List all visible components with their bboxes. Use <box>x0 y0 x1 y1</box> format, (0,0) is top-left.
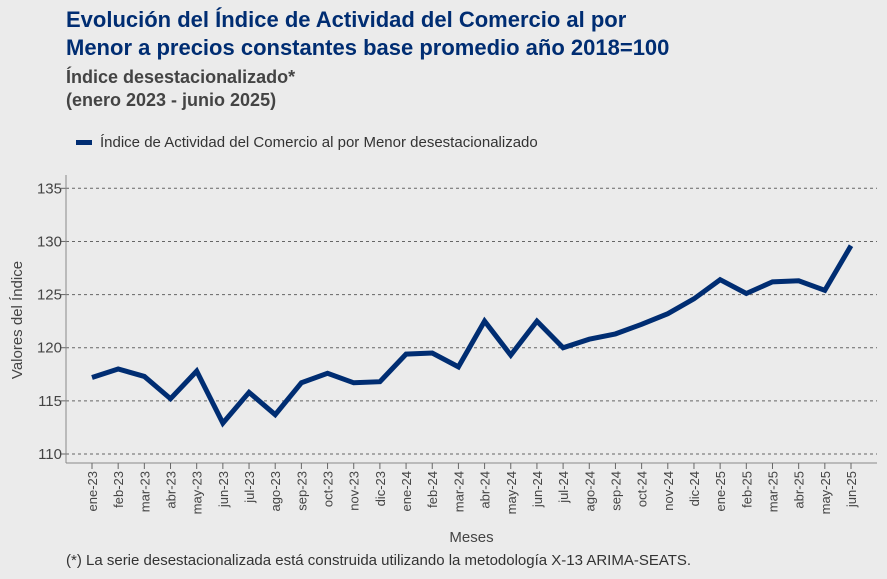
chart-title: Evolución del Índice de Actividad del Co… <box>66 6 669 62</box>
title-line-1: Evolución del Índice de Actividad del Co… <box>66 7 627 32</box>
x-tick-label: ago-23 <box>268 471 283 511</box>
x-tick-label: feb-23 <box>111 471 126 508</box>
y-axis-label: Valores del Índice <box>9 261 26 379</box>
x-tick-label: ene-23 <box>85 471 100 511</box>
y-tick-label: 110 <box>38 446 62 463</box>
x-tick-label: abr-23 <box>164 471 179 509</box>
x-tick-label: sep-23 <box>294 471 309 511</box>
subtitle-line-2: (enero 2023 - junio 2025) <box>66 90 277 110</box>
x-tick-label: may-25 <box>818 471 833 514</box>
subtitle-line-1: Índice desestacionalizado* <box>66 67 296 87</box>
x-tick-label: dic-23 <box>373 471 388 506</box>
x-tick-label: abr-25 <box>792 471 807 509</box>
x-tick-label: mar-25 <box>765 471 780 512</box>
x-tick-label: may-23 <box>190 471 205 514</box>
y-tick-label: 115 <box>38 393 62 410</box>
x-tick-label: feb-24 <box>425 471 440 508</box>
title-line-2: Menor a precios constantes base promedio… <box>66 35 670 60</box>
legend-swatch <box>76 140 92 145</box>
x-tick-label: ene-24 <box>399 471 414 511</box>
x-tick-label: jul-23 <box>242 471 257 504</box>
x-axis-label: Meses <box>449 529 493 546</box>
x-tick-label: abr-24 <box>478 471 493 509</box>
y-tick-label: 120 <box>37 340 62 357</box>
x-tick-label: jul-24 <box>556 471 571 504</box>
x-tick-label: jun-24 <box>530 471 545 508</box>
x-tick-label: jun-23 <box>216 471 231 508</box>
x-tick-label: mar-24 <box>451 471 466 512</box>
x-tick-label: sep-24 <box>608 471 623 511</box>
x-tick-label: oct-23 <box>321 471 336 507</box>
x-tick-label: oct-24 <box>635 471 650 507</box>
x-tick-label: mar-23 <box>137 471 152 512</box>
footnote: (*) La serie desestacionalizada está con… <box>66 552 692 569</box>
legend: Índice de Actividad del Comercio al por … <box>76 134 538 151</box>
y-tick-label: 135 <box>37 180 62 197</box>
x-tick-label: feb-25 <box>739 471 754 508</box>
chart-subtitle: Índice desestacionalizado* (enero 2023 -… <box>66 66 295 112</box>
x-tick-label: ene-25 <box>713 471 728 511</box>
legend-label: Índice de Actividad del Comercio al por … <box>100 134 538 151</box>
x-tick-label: nov-24 <box>661 471 676 511</box>
y-tick-label: 130 <box>37 233 62 250</box>
x-tick-label: jun-25 <box>844 471 859 508</box>
x-tick-label: dic-24 <box>687 471 702 506</box>
x-tick-label: nov-23 <box>347 471 362 511</box>
y-tick-label: 125 <box>37 287 62 304</box>
x-tick-label: may-24 <box>504 471 519 514</box>
x-tick-label: ago-24 <box>582 471 597 511</box>
series-line <box>91 244 854 428</box>
